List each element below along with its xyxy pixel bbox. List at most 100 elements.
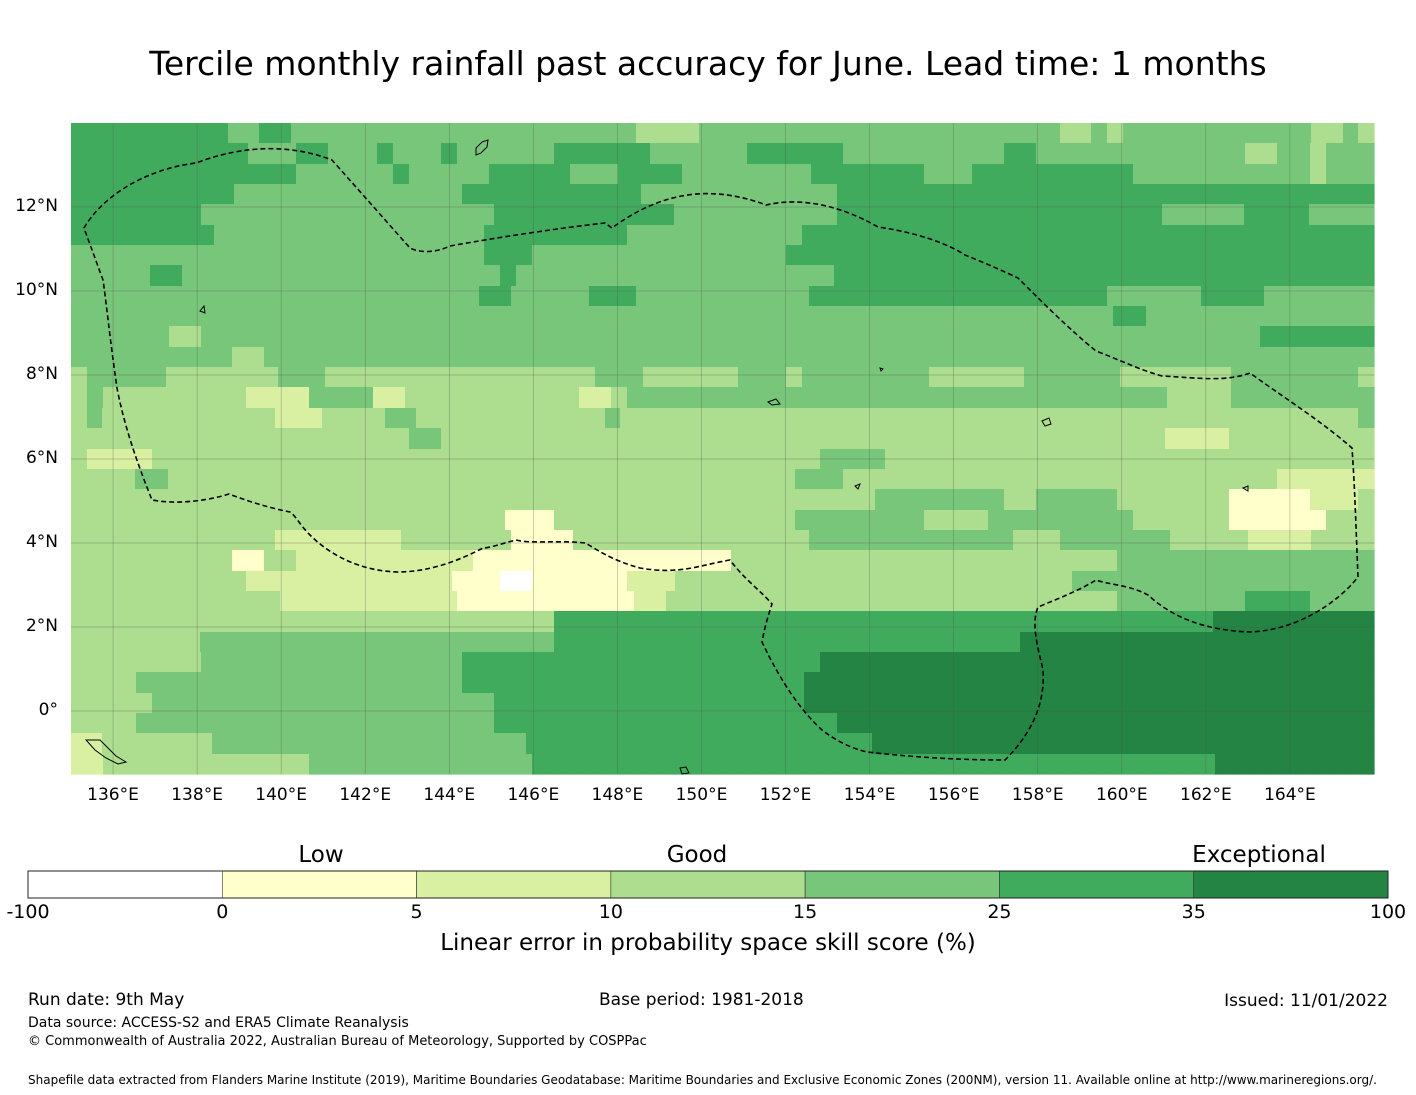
grid-cell — [827, 428, 844, 450]
grid-cell — [538, 632, 555, 653]
grid-cell — [463, 408, 480, 429]
grid-cell — [1342, 469, 1359, 490]
grid-cell — [625, 449, 642, 470]
grid-cell — [972, 347, 989, 368]
grid-cell — [354, 286, 370, 307]
grid-cell — [1280, 733, 1297, 755]
colorbar-segment — [27, 870, 223, 899]
grid-cell — [538, 611, 555, 633]
grid-cell — [706, 713, 724, 734]
grid-cell — [373, 265, 390, 287]
grid-cell — [1293, 326, 1310, 348]
grid-cell — [505, 489, 522, 511]
grid-cell — [618, 510, 635, 531]
grid-cell — [494, 652, 512, 673]
grid-cell — [887, 530, 904, 551]
grid-cell — [818, 367, 835, 388]
grid-cell — [1358, 672, 1375, 694]
grid-cell — [102, 733, 119, 755]
grid-cell — [526, 733, 543, 755]
grid-cell — [462, 672, 479, 694]
grid-cell — [1310, 164, 1327, 185]
grid-cell — [234, 184, 251, 205]
grid-cell — [1358, 306, 1375, 327]
grid-cell — [1229, 428, 1246, 450]
grid-cell — [201, 693, 219, 714]
grid-cell — [913, 367, 930, 388]
grid-cell — [934, 326, 952, 348]
grid-cell — [592, 184, 609, 205]
grid-cell — [1146, 306, 1163, 327]
grid-cell — [779, 591, 796, 612]
grid-cell — [1309, 326, 1326, 348]
grid-cell — [361, 510, 378, 531]
grid-cell — [1326, 510, 1343, 531]
grid-cell — [691, 265, 708, 287]
grid-cell — [1004, 143, 1021, 165]
grid-cell — [373, 245, 390, 266]
grid-cell — [377, 164, 394, 185]
grid-cell — [1341, 204, 1359, 226]
grid-cell — [746, 733, 763, 755]
grid-cell — [885, 326, 903, 348]
grid-cell — [489, 550, 506, 572]
grid-cell — [967, 713, 984, 734]
colorbar-tick-label: 25 — [987, 901, 1012, 923]
grid-cell — [875, 591, 892, 612]
grid-cell — [1310, 571, 1327, 592]
grid-cell — [151, 469, 169, 490]
grid-cell — [634, 143, 651, 165]
grid-cell — [589, 530, 606, 551]
grid-cell — [907, 632, 925, 653]
grid-cell — [731, 632, 748, 653]
grid-cell — [1104, 245, 1121, 266]
grid-cell — [707, 387, 724, 409]
grid-cell — [484, 225, 501, 246]
grid-cell — [972, 469, 989, 490]
grid-cell — [1217, 530, 1234, 551]
grid-cell — [1277, 550, 1295, 572]
grid-cell — [71, 387, 88, 409]
grid-cell — [837, 184, 854, 205]
grid-cell — [1088, 387, 1105, 409]
grid-cell — [641, 204, 658, 226]
grid-cell — [730, 123, 747, 144]
grid-cell — [328, 347, 345, 368]
grid-cell — [1260, 326, 1277, 348]
grid-cell — [511, 652, 528, 673]
grid-cell — [715, 530, 731, 551]
grid-cell — [1279, 571, 1296, 592]
grid-cell — [389, 387, 406, 409]
grid-cell — [859, 489, 876, 511]
grid-cell — [999, 204, 1017, 226]
grid-cell — [168, 510, 185, 531]
grid-cell — [657, 713, 675, 734]
grid-cell — [184, 591, 201, 612]
grid-cell — [1139, 123, 1155, 144]
grid-cell — [1183, 387, 1200, 409]
grid-cell — [843, 489, 860, 511]
grid-cell — [804, 326, 821, 348]
grid-cell — [1325, 204, 1342, 226]
grid-cell — [699, 408, 716, 429]
grid-cell — [248, 632, 265, 653]
grid-cell — [200, 347, 217, 368]
grid-cell — [723, 265, 739, 287]
grid-cell — [1048, 326, 1066, 348]
grid-cell — [380, 652, 398, 673]
grid-cell — [1167, 225, 1184, 246]
grid-cell — [643, 265, 660, 287]
grid-cell — [1327, 530, 1344, 551]
grid-cell — [1296, 530, 1312, 551]
grid-cell — [818, 225, 835, 246]
grid-cell — [380, 184, 398, 205]
grid-cell — [1149, 591, 1166, 612]
grid-cell — [232, 510, 249, 531]
grid-cell — [885, 652, 903, 673]
grid-cell — [1260, 306, 1277, 327]
grid-cell — [218, 652, 235, 673]
grid-cell — [1342, 489, 1359, 511]
grid-cell — [1183, 754, 1200, 775]
grid-cell — [690, 306, 707, 327]
grid-cell — [468, 387, 485, 409]
